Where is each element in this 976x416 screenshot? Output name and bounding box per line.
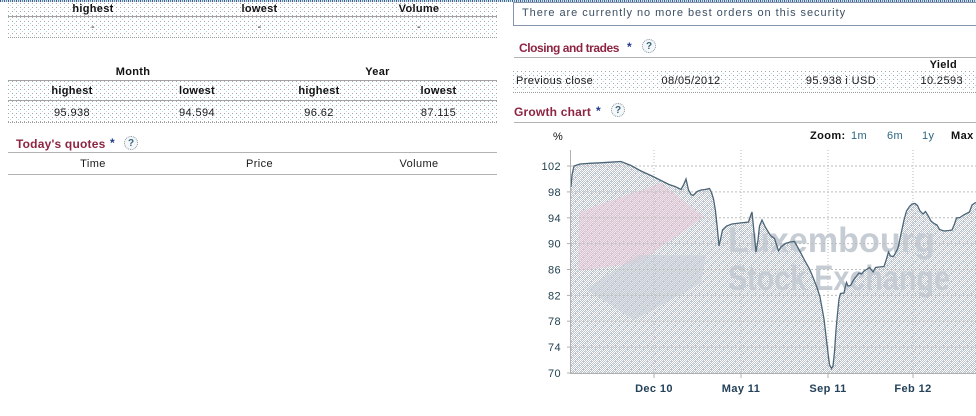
svg-text:Sep 11: Sep 11	[809, 383, 846, 395]
svg-text:70: 70	[548, 368, 561, 380]
svg-text:Zoom:: Zoom:	[810, 130, 846, 142]
svg-text:1m: 1m	[851, 130, 867, 142]
svg-text:6m: 6m	[887, 130, 903, 142]
svg-text:74: 74	[548, 342, 561, 354]
svg-text:98: 98	[548, 187, 561, 199]
svg-text:90: 90	[548, 239, 561, 251]
svg-text:Feb 12: Feb 12	[894, 383, 931, 395]
svg-text:Stock Exchange: Stock Exchange	[728, 259, 950, 298]
svg-text:86: 86	[548, 265, 561, 277]
svg-text:82: 82	[548, 290, 561, 302]
svg-text:May 11: May 11	[722, 383, 760, 395]
svg-text:Luxembourg: Luxembourg	[728, 221, 935, 260]
svg-text:78: 78	[548, 316, 561, 328]
svg-text:94: 94	[548, 213, 561, 225]
svg-text:102: 102	[541, 161, 561, 173]
svg-text:Dec 10: Dec 10	[635, 383, 673, 395]
svg-text:1y: 1y	[922, 130, 935, 142]
svg-text:Max: Max	[951, 130, 974, 142]
svg-text:%: %	[553, 131, 563, 143]
